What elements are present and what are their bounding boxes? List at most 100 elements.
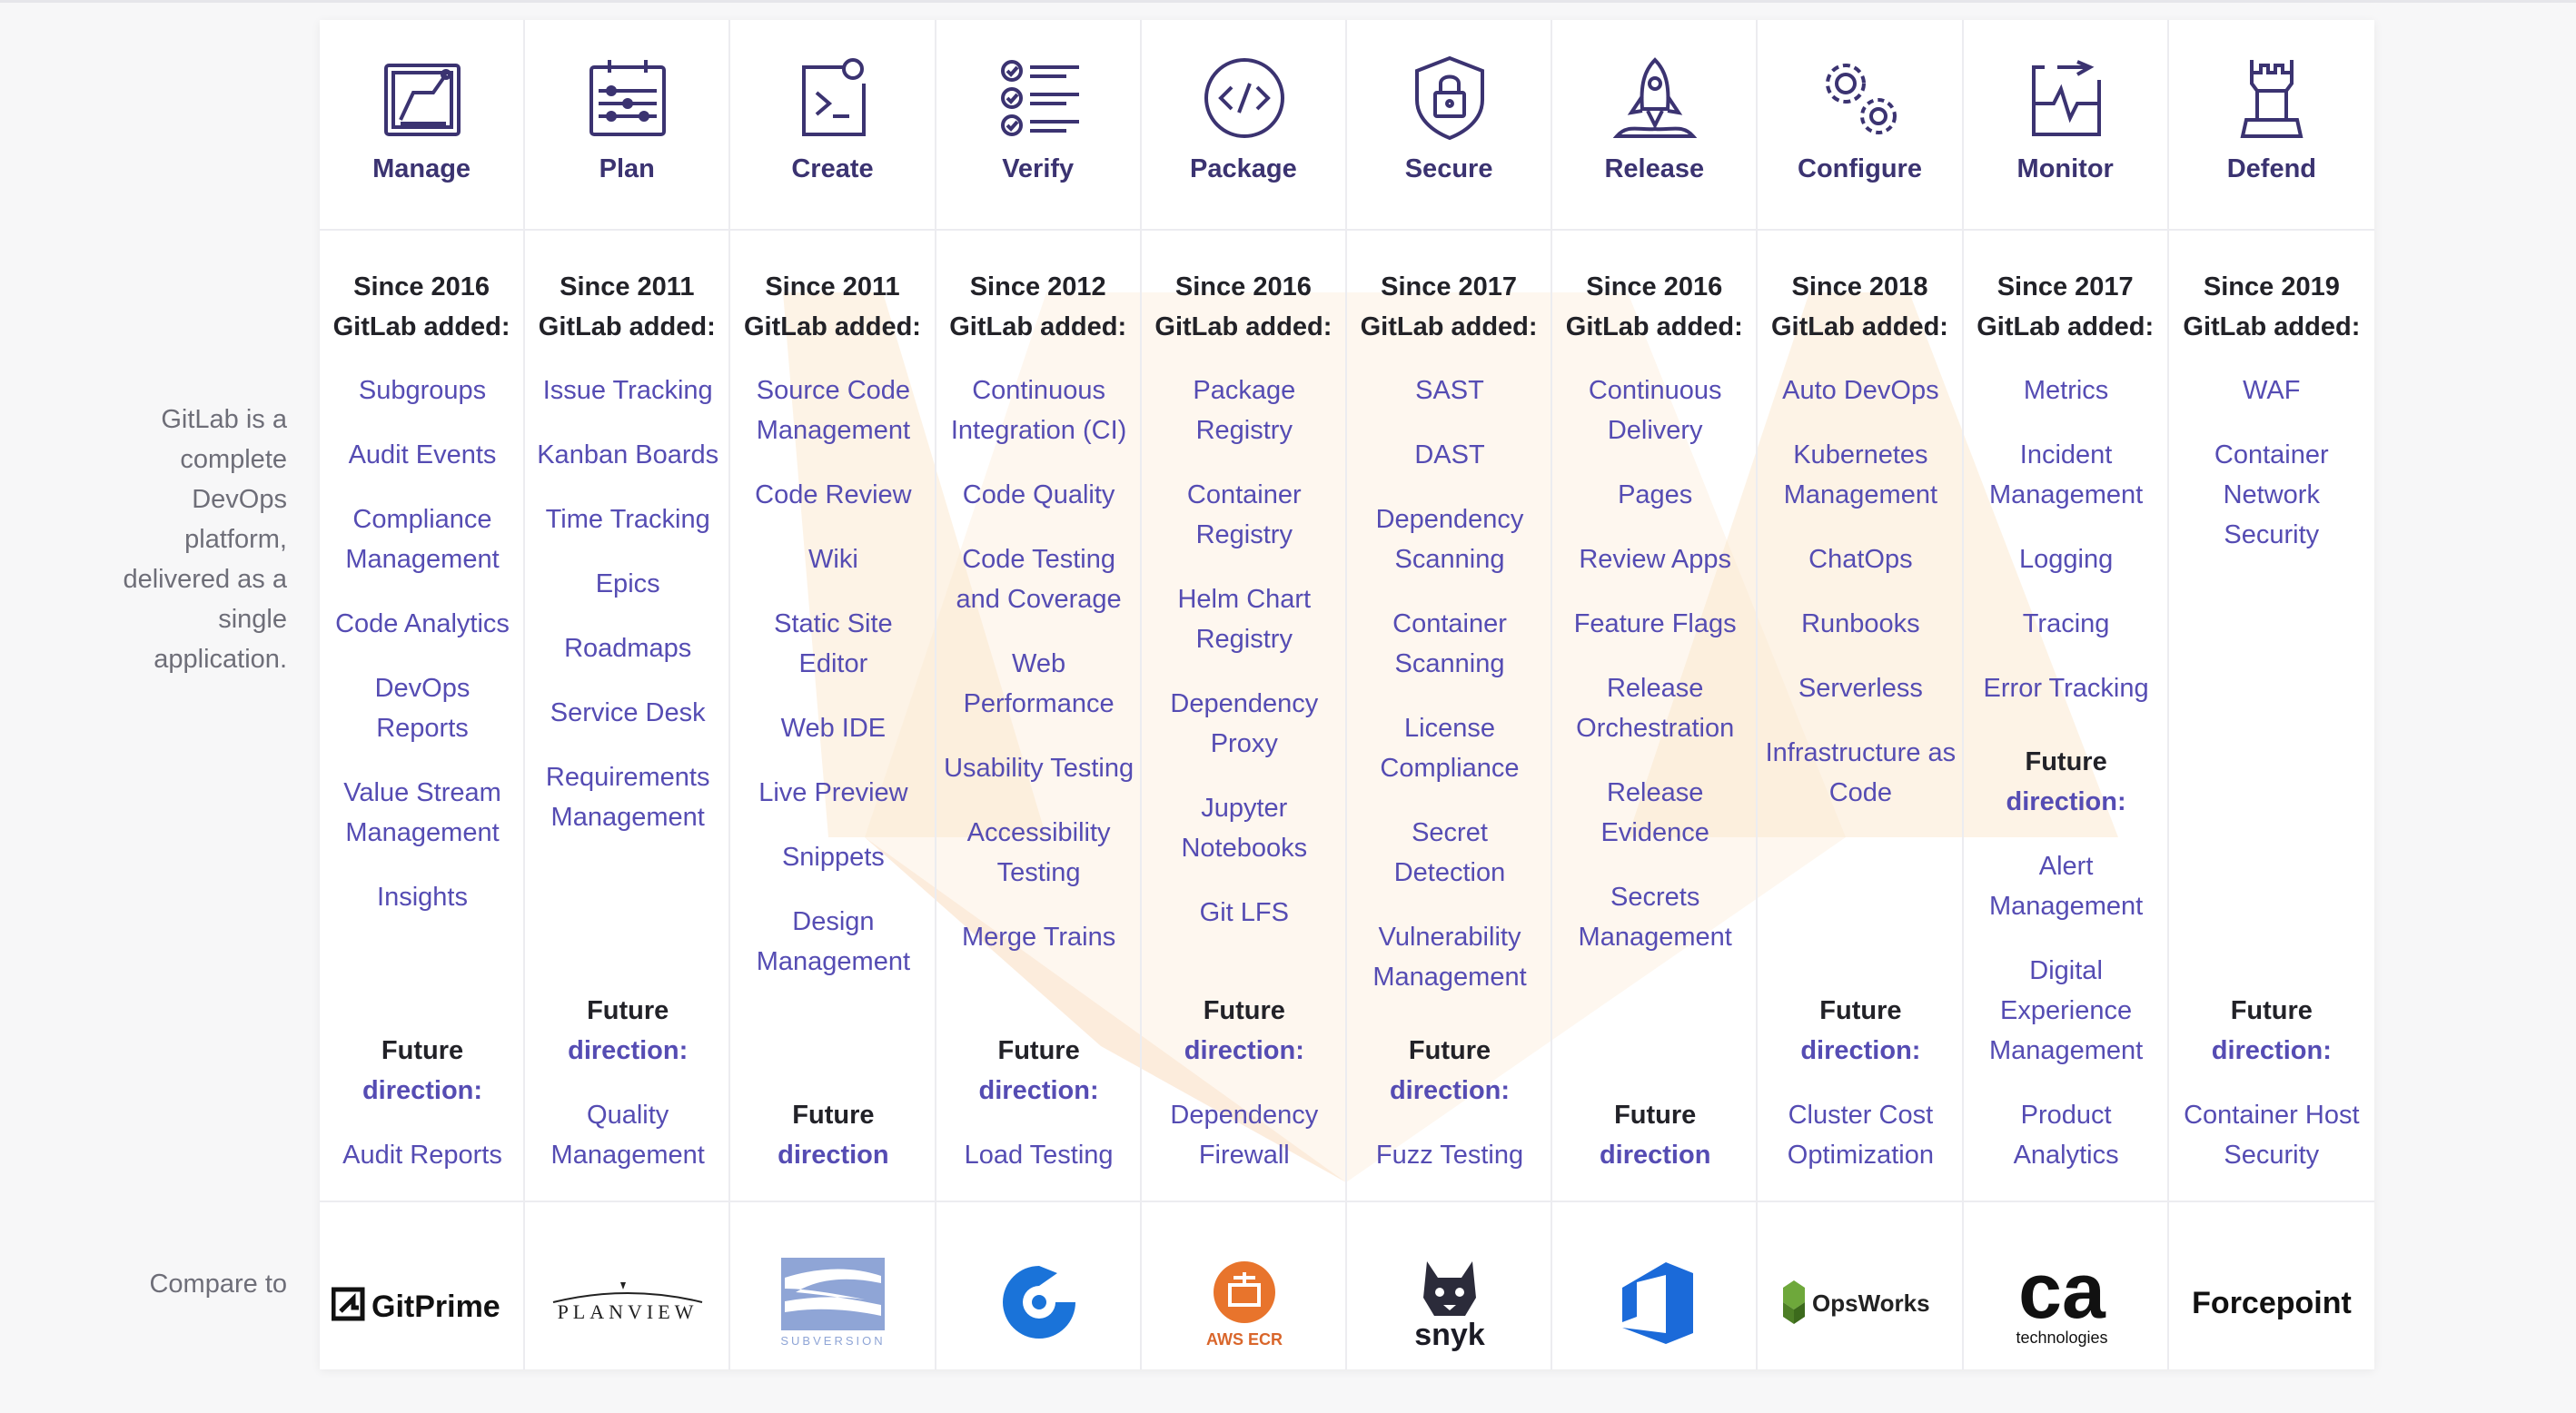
stage-name[interactable]: Secure xyxy=(1404,154,1493,183)
feature-link-time-tracking[interactable]: Time Tracking xyxy=(545,505,710,534)
future-item-container-host-security[interactable]: Container Host Security xyxy=(2184,1101,2360,1170)
stage-name[interactable]: Defend xyxy=(2226,154,2317,183)
feature-link-epics[interactable]: Epics xyxy=(595,569,660,598)
feature-link-continuous-integration-ci[interactable]: Continuous Integration (CI) xyxy=(950,376,1127,445)
direction-label[interactable]: direction xyxy=(778,1141,889,1170)
feature-link-git-lfs[interactable]: Git LFS xyxy=(1199,898,1289,927)
feature-link-devops-reports[interactable]: DevOps Reports xyxy=(374,674,471,743)
feature-link-serverless[interactable]: Serverless xyxy=(1798,674,1923,703)
compare-logo-circleci-logo[interactable] xyxy=(936,1248,1142,1357)
feature-link-dependency-scanning[interactable]: Dependency Scanning xyxy=(1375,505,1524,574)
direction-label[interactable]: direction: xyxy=(1389,1076,1511,1105)
feature-link-runbooks[interactable]: Runbooks xyxy=(1801,609,1920,638)
feature-link-code-analytics[interactable]: Code Analytics xyxy=(335,609,510,638)
future-item-audit-reports[interactable]: Audit Reports xyxy=(342,1141,502,1170)
compare-logo-subversion[interactable]: SUBVERSION xyxy=(730,1248,936,1357)
feature-link-container-network-security[interactable]: Container Network Security xyxy=(2214,440,2329,549)
feature-link-continuous-delivery[interactable]: Continuous Delivery xyxy=(1588,376,1722,445)
feature-link-jupyter-notebooks[interactable]: Jupyter Notebooks xyxy=(1181,794,1308,863)
compare-logo-ca[interactable]: ca technologies xyxy=(1964,1248,2169,1357)
stage-name[interactable]: Monitor xyxy=(2016,154,2114,183)
stage-name[interactable]: Release xyxy=(1604,154,1705,183)
feature-link-vulnerability-management[interactable]: Vulnerability Management xyxy=(1372,923,1527,992)
future-item-dependency-firewall[interactable]: Dependency Firewall xyxy=(1170,1101,1319,1170)
feature-link-value-stream-management[interactable]: Value Stream Management xyxy=(343,778,501,847)
compare-logo-aws-ecr[interactable]: AWS ECR xyxy=(1142,1248,1347,1357)
direction-label[interactable]: direction: xyxy=(568,1036,689,1065)
feature-link-sast[interactable]: SAST xyxy=(1415,376,1484,405)
feature-link-audit-events[interactable]: Audit Events xyxy=(348,440,497,469)
feature-link-review-apps[interactable]: Review Apps xyxy=(1579,545,1732,574)
direction-label[interactable]: direction: xyxy=(978,1076,1099,1105)
feature-link-web-performance[interactable]: Web Performance xyxy=(963,649,1115,718)
feature-link-code-testing-and-coverage[interactable]: Code Testing and Coverage xyxy=(956,545,1122,614)
feature-link-compliance-management[interactable]: Compliance Management xyxy=(345,505,500,574)
feature-link-license-compliance[interactable]: License Compliance xyxy=(1380,714,1520,783)
feature-link-incident-management[interactable]: Incident Management xyxy=(1988,440,2144,509)
direction-label[interactable]: direction: xyxy=(1800,1036,1921,1065)
feature-link-infrastructure-as-code[interactable]: Infrastructure as Code xyxy=(1765,738,1957,807)
feature-link-auto-devops[interactable]: Auto DevOps xyxy=(1782,376,1939,405)
feature-link-error-tracking[interactable]: Error Tracking xyxy=(1983,674,2149,703)
stage-name[interactable]: Configure xyxy=(1798,154,1922,183)
feature-link-code-review[interactable]: Code Review xyxy=(755,480,912,509)
feature-link-subgroups[interactable]: Subgroups xyxy=(358,376,487,405)
feature-link-code-quality[interactable]: Code Quality xyxy=(962,480,1115,509)
compare-logo-planview[interactable]: PLANVIEW xyxy=(525,1248,730,1357)
feature-link-secrets-management[interactable]: Secrets Management xyxy=(1578,883,1732,952)
future-item-product-analytics[interactable]: Product Analytics xyxy=(2013,1101,2119,1170)
feature-link-service-desk[interactable]: Service Desk xyxy=(550,698,706,727)
feature-link-design-management[interactable]: Design Management xyxy=(756,907,911,976)
future-item-digital-experience-management[interactable]: Digital Experience Management xyxy=(1988,956,2144,1065)
compare-logo-azure-devops-logo[interactable] xyxy=(1552,1248,1758,1357)
feature-link-waf[interactable]: WAF xyxy=(2243,376,2301,405)
stage-name[interactable]: Create xyxy=(791,154,874,183)
direction-label[interactable]: direction: xyxy=(362,1076,483,1105)
feature-link-logging[interactable]: Logging xyxy=(2018,545,2114,574)
feature-link-kubernetes-management[interactable]: Kubernetes Management xyxy=(1783,440,1938,509)
feature-link-dependency-proxy[interactable]: Dependency Proxy xyxy=(1170,689,1319,758)
stage-name[interactable]: Package xyxy=(1190,154,1297,183)
feature-link-issue-tracking[interactable]: Issue Tracking xyxy=(542,376,713,405)
future-item-fuzz-testing[interactable]: Fuzz Testing xyxy=(1375,1141,1524,1170)
compare-logo-forcepoint[interactable]: Forcepoint xyxy=(2169,1248,2374,1357)
feature-link-accessibility-testing[interactable]: Accessibility Testing xyxy=(966,818,1111,887)
feature-link-live-preview[interactable]: Live Preview xyxy=(758,778,908,807)
future-item-cluster-cost-optimization[interactable]: Cluster Cost Optimization xyxy=(1787,1101,1934,1170)
feature-link-feature-flags[interactable]: Feature Flags xyxy=(1573,609,1737,638)
feature-link-container-scanning[interactable]: Container Scanning xyxy=(1392,609,1507,678)
stage-name[interactable]: Plan xyxy=(599,154,655,183)
feature-link-insights[interactable]: Insights xyxy=(377,883,468,912)
feature-link-package-registry[interactable]: Package Registry xyxy=(1193,376,1296,445)
feature-link-usability-testing[interactable]: Usability Testing xyxy=(944,754,1134,783)
future-item-quality-management[interactable]: Quality Management xyxy=(550,1101,705,1170)
direction-label[interactable]: direction: xyxy=(2211,1036,2332,1065)
feature-link-requirements-management[interactable]: Requirements Management xyxy=(545,763,710,832)
feature-link-kanban-boards[interactable]: Kanban Boards xyxy=(537,440,719,469)
direction-label[interactable]: direction xyxy=(1599,1141,1711,1170)
feature-link-tracing[interactable]: Tracing xyxy=(2022,609,2110,638)
feature-link-roadmaps[interactable]: Roadmaps xyxy=(564,634,692,663)
feature-link-metrics[interactable]: Metrics xyxy=(2023,376,2109,405)
future-item-alert-management[interactable]: Alert Management xyxy=(1988,852,2144,921)
feature-link-dast[interactable]: DAST xyxy=(1414,440,1485,469)
feature-link-merge-trains[interactable]: Merge Trains xyxy=(961,923,1116,952)
feature-link-web-ide[interactable]: Web IDE xyxy=(780,714,887,743)
compare-logo-gitprime[interactable]: GitPrime xyxy=(320,1248,525,1357)
future-item-load-testing[interactable]: Load Testing xyxy=(964,1141,1114,1170)
feature-link-source-code-management[interactable]: Source Code Management xyxy=(756,376,911,445)
feature-link-pages[interactable]: Pages xyxy=(1618,480,1693,509)
feature-link-helm-chart-registry[interactable]: Helm Chart Registry xyxy=(1177,585,1312,654)
feature-link-chatops[interactable]: ChatOps xyxy=(1808,545,1913,574)
feature-link-snippets[interactable]: Snippets xyxy=(781,843,885,872)
direction-label[interactable]: direction: xyxy=(1184,1036,1304,1065)
feature-link-release-evidence[interactable]: Release Evidence xyxy=(1600,778,1709,847)
feature-link-container-registry[interactable]: Container Registry xyxy=(1186,480,1302,549)
compare-logo-opsworks[interactable]: OpsWorks xyxy=(1758,1248,1963,1357)
feature-link-wiki[interactable]: Wiki xyxy=(808,545,858,574)
stage-name[interactable]: Verify xyxy=(1002,154,1075,183)
feature-link-release-orchestration[interactable]: Release Orchestration xyxy=(1576,674,1735,743)
feature-link-secret-detection[interactable]: Secret Detection xyxy=(1393,818,1506,887)
stage-name[interactable]: Manage xyxy=(372,154,471,183)
feature-link-static-site-editor[interactable]: Static Site Editor xyxy=(774,609,893,678)
